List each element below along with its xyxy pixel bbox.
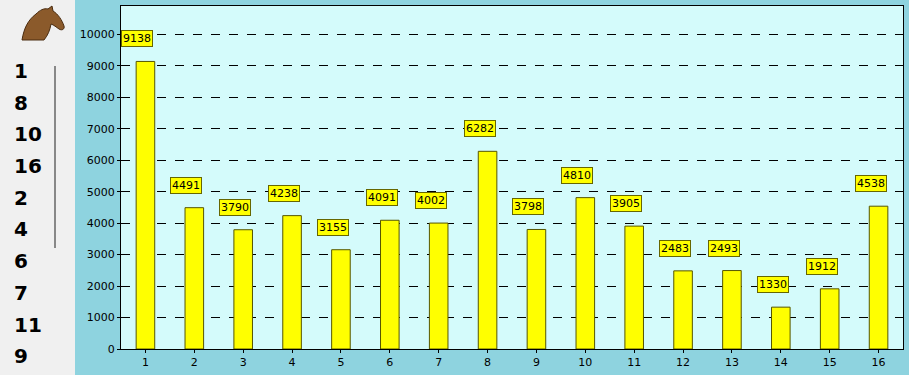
svg-text:3: 3 [240, 356, 247, 369]
svg-text:9138: 9138 [123, 32, 151, 45]
svg-text:1000: 1000 [87, 311, 115, 324]
svg-text:4: 4 [289, 356, 296, 369]
svg-text:3798: 3798 [514, 200, 542, 213]
svg-text:6: 6 [386, 356, 393, 369]
html-text:4: 4 [14, 217, 28, 242]
svg-text:6000: 6000 [87, 154, 115, 167]
svg-text:4002: 4002 [417, 194, 445, 207]
svg-text:14: 14 [774, 356, 788, 369]
svg-text:1912: 1912 [808, 260, 836, 273]
svg-text:2000: 2000 [87, 280, 115, 293]
svg-text:9000: 9000 [87, 60, 115, 73]
svg-text:3000: 3000 [87, 248, 115, 261]
html-text:8: 8 [14, 90, 28, 115]
svg-text:8000: 8000 [87, 91, 115, 104]
svg-text:5: 5 [337, 356, 344, 369]
svg-text:4238: 4238 [270, 187, 298, 200]
svg-text:7000: 7000 [87, 123, 115, 136]
svg-text:4810: 4810 [563, 169, 591, 182]
svg-text:0: 0 [108, 343, 115, 356]
svg-text:4091: 4091 [368, 191, 396, 204]
html-text:1: 1 [14, 59, 28, 83]
svg-text:1: 1 [142, 356, 149, 369]
svg-text:10: 10 [578, 356, 592, 369]
svg-text:9: 9 [533, 356, 540, 369]
svg-text:7: 7 [435, 356, 442, 369]
html-text:10: 10 [14, 122, 42, 147]
svg-text:16: 16 [872, 356, 886, 369]
svg-text:2: 2 [191, 356, 198, 369]
html-text:16: 16 [14, 154, 42, 179]
svg-text:4491: 4491 [172, 179, 200, 192]
html-text:9: 9 [14, 344, 28, 369]
svg-text:11: 11 [627, 356, 641, 369]
svg-text:13: 13 [725, 356, 739, 369]
svg-text:3155: 3155 [319, 221, 347, 234]
svg-text:3905: 3905 [612, 197, 640, 210]
svg-text:1330: 1330 [759, 278, 787, 291]
html-text:7: 7 [14, 280, 28, 305]
svg-text:3790: 3790 [221, 201, 249, 214]
svg-text:8: 8 [484, 356, 491, 369]
html-text:11: 11 [14, 312, 42, 337]
html-text:2: 2 [14, 185, 28, 210]
svg-text:5000: 5000 [87, 186, 115, 199]
svg-text:4538: 4538 [857, 177, 885, 190]
svg-text:10000: 10000 [80, 28, 115, 41]
svg-text:2483: 2483 [661, 242, 689, 255]
html-text:6: 6 [14, 249, 28, 274]
svg-text:15: 15 [823, 356, 837, 369]
svg-text:6282: 6282 [466, 122, 494, 135]
svg-text:2493: 2493 [710, 242, 738, 255]
svg-text:12: 12 [676, 356, 690, 369]
svg-text:4000: 4000 [87, 217, 115, 230]
